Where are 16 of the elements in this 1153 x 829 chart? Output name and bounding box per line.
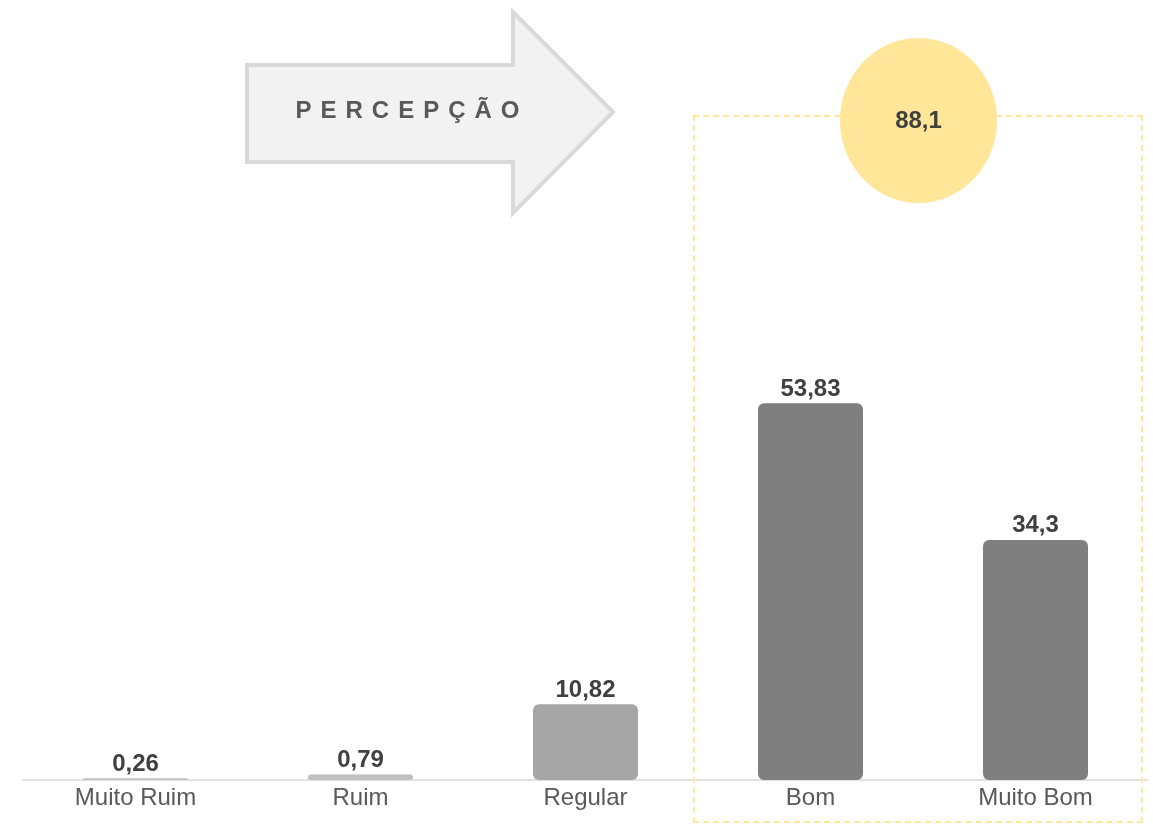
data-label: 0,79 <box>337 744 384 772</box>
bar <box>983 539 1088 780</box>
data-label: 0,26 <box>112 748 159 776</box>
bar <box>533 704 638 780</box>
x-tick-label: Ruim <box>332 782 389 810</box>
data-label: 34,3 <box>1012 510 1059 538</box>
x-tick-label: Muito Bom <box>978 782 1093 810</box>
x-tick-label: Regular <box>543 782 628 810</box>
data-label: 10,82 <box>555 674 616 702</box>
x-tick-label: Bom <box>785 782 836 810</box>
bar <box>758 403 863 780</box>
text: PERCEPÇÃO <box>294 96 530 124</box>
x-tick-label: Muito Ruim <box>74 782 197 810</box>
text: 88,1 <box>894 106 943 134</box>
data-label: 53,83 <box>780 373 841 401</box>
bar <box>308 774 413 780</box>
